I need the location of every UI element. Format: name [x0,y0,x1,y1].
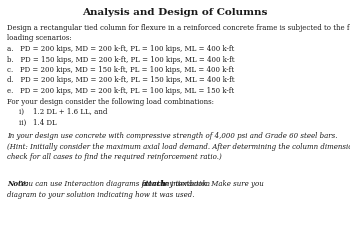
Text: e.   PD = 200 kips, MD = 200 k-ft, PL = 100 kips, ML = 150 k-ft: e. PD = 200 kips, MD = 200 k-ft, PL = 10… [7,87,234,95]
Text: b.   PD = 150 kips, MD = 200 k-ft, PL = 100 kips, ML = 400 k-ft: b. PD = 150 kips, MD = 200 k-ft, PL = 10… [7,55,234,63]
Text: d.   PD = 200 kips, MD = 200 k-ft, PL = 150 kips, ML = 400 k-ft: d. PD = 200 kips, MD = 200 k-ft, PL = 15… [7,76,234,85]
Text: the interaction: the interaction [155,180,210,188]
Text: c.   PD = 200 kips, MD = 150 k-ft, PL = 100 kips, ML = 400 k-ft: c. PD = 200 kips, MD = 150 k-ft, PL = 10… [7,66,234,74]
Text: ii)   1.4 DL: ii) 1.4 DL [19,118,57,126]
Text: loading scenarios:: loading scenarios: [7,35,72,43]
Text: You can use Interaction diagrams from any textbook. Make sure you: You can use Interaction diagrams from an… [18,180,266,188]
Text: diagram to your solution indicating how it was used.: diagram to your solution indicating how … [7,191,195,199]
Text: a.   PD = 200 kips, MD = 200 k-ft, PL = 100 kips, ML = 400 k-ft: a. PD = 200 kips, MD = 200 k-ft, PL = 10… [7,45,234,53]
Text: For your design consider the following load combinations:: For your design consider the following l… [7,98,214,106]
Text: check for all cases to find the required reinforcement ratio.): check for all cases to find the required… [7,153,222,161]
Text: attach: attach [142,180,167,188]
Text: Note:: Note: [7,180,28,188]
Text: i)    1.2 DL + 1.6 LL, and: i) 1.2 DL + 1.6 LL, and [19,108,107,116]
Text: In your design use concrete with compressive strength of 4,000 psi and Grade 60 : In your design use concrete with compres… [7,132,337,140]
Text: (Hint: Initially consider the maximum axial load demand. After determining the c: (Hint: Initially consider the maximum ax… [7,143,350,151]
Text: Design a rectangular tied column for flexure in a reinforced concrete frame is s: Design a rectangular tied column for fle… [7,24,350,32]
Text: Analysis and Design of Columns: Analysis and Design of Columns [82,8,268,17]
